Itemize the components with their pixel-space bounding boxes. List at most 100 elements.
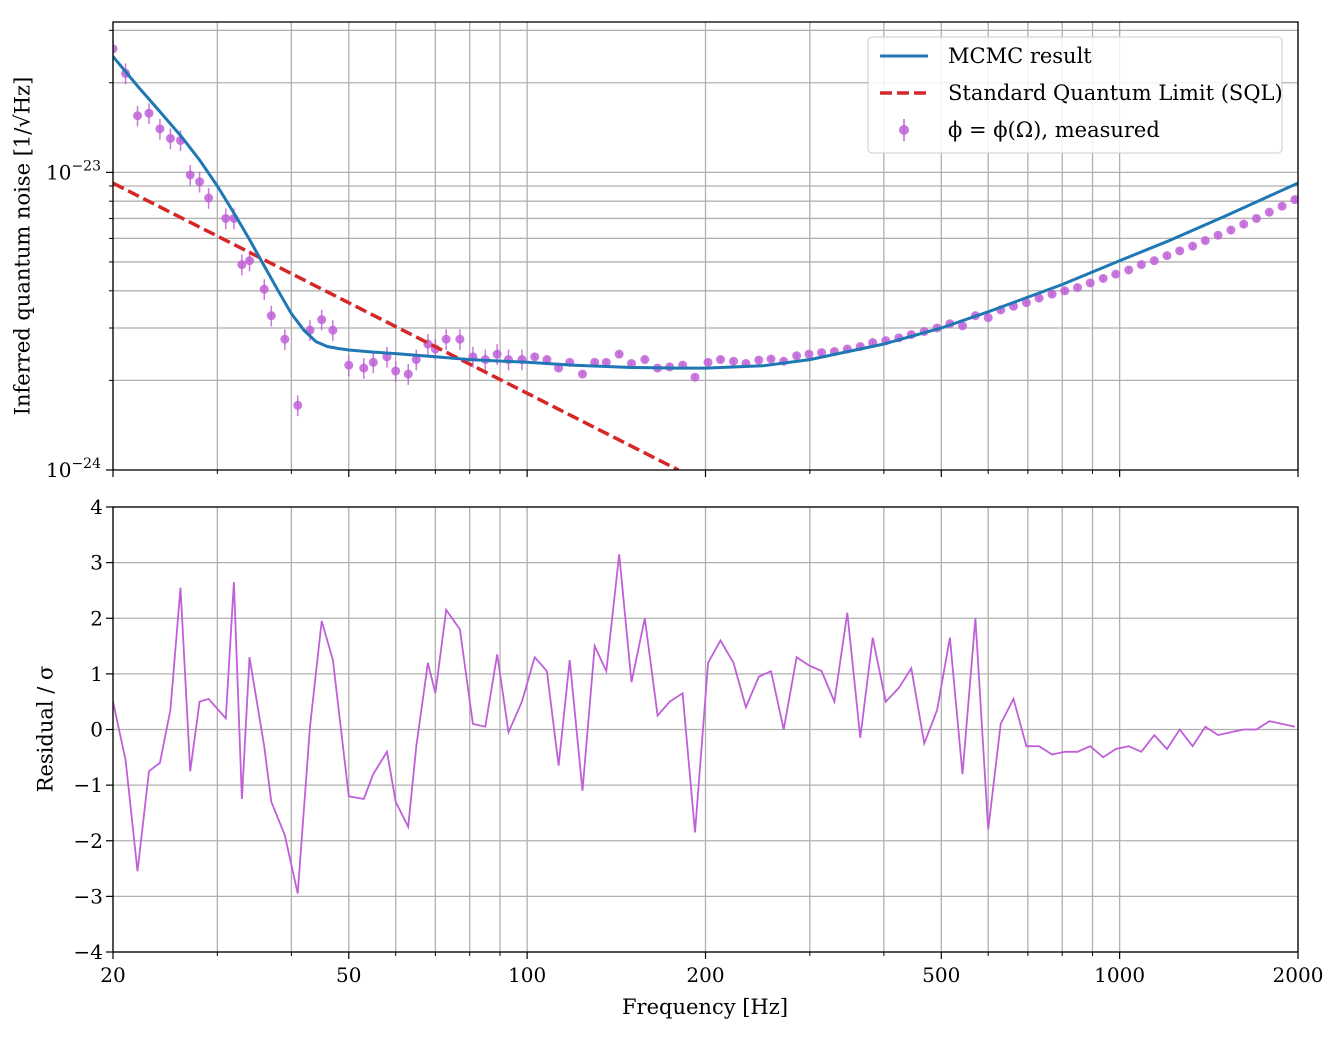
y-tick-label: −1 xyxy=(74,773,103,797)
measured-point xyxy=(817,348,827,358)
x-tick-label: 1000 xyxy=(1094,963,1145,987)
y-tick-label: −3 xyxy=(74,884,103,908)
measured-point xyxy=(1034,293,1044,303)
measured-point xyxy=(601,357,611,367)
x-tick-label: 50 xyxy=(336,963,361,987)
measured-point xyxy=(1239,219,1249,229)
measured-point xyxy=(1047,289,1057,299)
axis-ticks xyxy=(106,29,1299,959)
x-tick-label: 20 xyxy=(100,963,125,987)
measured-point xyxy=(1264,207,1274,217)
measured-point xyxy=(614,349,624,359)
measured-point xyxy=(1085,278,1095,288)
x-tick-label: 2000 xyxy=(1273,963,1324,987)
y-tick-label: 4 xyxy=(90,495,103,519)
measured-point xyxy=(245,256,255,266)
measured-point xyxy=(441,334,451,344)
y-tick-label: 1 xyxy=(90,662,103,686)
top-panel-plot xyxy=(113,38,1298,470)
y-tick-label: 0 xyxy=(90,718,103,742)
legend-measured-point xyxy=(899,125,909,135)
x-tick-label: 200 xyxy=(686,963,724,987)
measured-point xyxy=(626,358,636,368)
measured-point xyxy=(317,315,327,325)
measured-point xyxy=(804,349,814,359)
measured-point xyxy=(792,351,802,361)
legend-mcmc-label: MCMC result xyxy=(948,44,1092,68)
measured-point xyxy=(1290,195,1298,205)
measured-point xyxy=(690,372,700,382)
measured-point xyxy=(729,356,739,366)
measured-point xyxy=(328,325,338,335)
measured-point xyxy=(1136,260,1146,270)
measured-point xyxy=(1188,241,1198,251)
measured-point xyxy=(185,170,195,180)
sql-line xyxy=(113,181,680,470)
measured-point xyxy=(1251,213,1261,223)
measured-point xyxy=(155,124,165,134)
measured-point xyxy=(754,355,764,365)
measured-point xyxy=(577,369,587,379)
measured-point xyxy=(368,357,378,367)
measured-point xyxy=(1277,201,1287,211)
measured-point xyxy=(492,349,502,359)
measured-point xyxy=(165,133,175,143)
measured-point xyxy=(715,355,725,365)
measured-point xyxy=(542,355,552,365)
measured-point xyxy=(983,313,993,323)
x-tick-label: 100 xyxy=(508,963,546,987)
measured-point xyxy=(359,363,369,373)
axis-tick-labels: 20 50 100 200 500 1000 2000 4 3 2 1 0 −1 −2 −3 −4 10−23 1… xyxy=(46,158,1323,987)
measured-point xyxy=(237,260,247,270)
measured-point xyxy=(1111,269,1121,279)
measured-point xyxy=(958,321,968,331)
measured-point xyxy=(1200,236,1210,246)
measured-point xyxy=(1175,246,1185,256)
mcmc-line xyxy=(113,55,1298,370)
measured-point xyxy=(1149,256,1159,266)
y-tick-label: 3 xyxy=(90,551,103,575)
measured-point xyxy=(113,44,118,54)
measured-point xyxy=(293,400,303,410)
bottom-panel-plot xyxy=(113,554,1296,894)
measured-point xyxy=(403,369,413,379)
measured-point xyxy=(703,357,713,367)
measured-point xyxy=(280,334,290,344)
measured-point xyxy=(1098,273,1108,283)
measured-point xyxy=(195,177,205,187)
legend-sql-label: Standard Quantum Limit (SQL) xyxy=(948,81,1283,105)
measured-point xyxy=(1060,286,1070,296)
measured-point xyxy=(133,111,143,121)
measured-point xyxy=(1021,298,1031,308)
legend-box xyxy=(867,36,1283,154)
bottom-panel-grid xyxy=(112,506,1299,953)
measured-point xyxy=(391,366,401,376)
measured-point xyxy=(221,213,231,223)
legend-measured-label: ϕ = ϕ(Ω), measured xyxy=(948,118,1160,142)
measured-point xyxy=(1162,251,1172,261)
y-tick-label: −4 xyxy=(74,940,103,964)
measured-point xyxy=(204,193,214,203)
y-tick-label: 10−24 xyxy=(46,456,101,482)
measured-point xyxy=(455,334,465,344)
measured-point xyxy=(640,355,650,365)
x-tick-label: 500 xyxy=(922,963,960,987)
residual-line xyxy=(113,554,1296,894)
measured-point xyxy=(344,360,354,370)
measured-point xyxy=(530,352,540,362)
measured-point xyxy=(1213,230,1223,240)
measured-point xyxy=(411,355,421,365)
x-axis-label: Frequency [Hz] xyxy=(622,995,788,1019)
top-y-axis-label: Inferred quantum noise [1/√Hz] xyxy=(11,77,35,416)
measured-point xyxy=(259,284,269,294)
measured-point xyxy=(1124,265,1134,275)
y-tick-label: 10−23 xyxy=(46,158,101,184)
bottom-y-axis-label: Residual / σ xyxy=(34,666,58,793)
legend-measured-swatch xyxy=(899,119,909,141)
measured-point xyxy=(766,354,776,364)
measured-point xyxy=(1226,225,1236,235)
y-tick-label: 2 xyxy=(90,606,103,630)
legend: MCMC result Standard Quantum Limit (SQL)… xyxy=(867,36,1283,154)
y-tick-label: −2 xyxy=(74,829,103,853)
